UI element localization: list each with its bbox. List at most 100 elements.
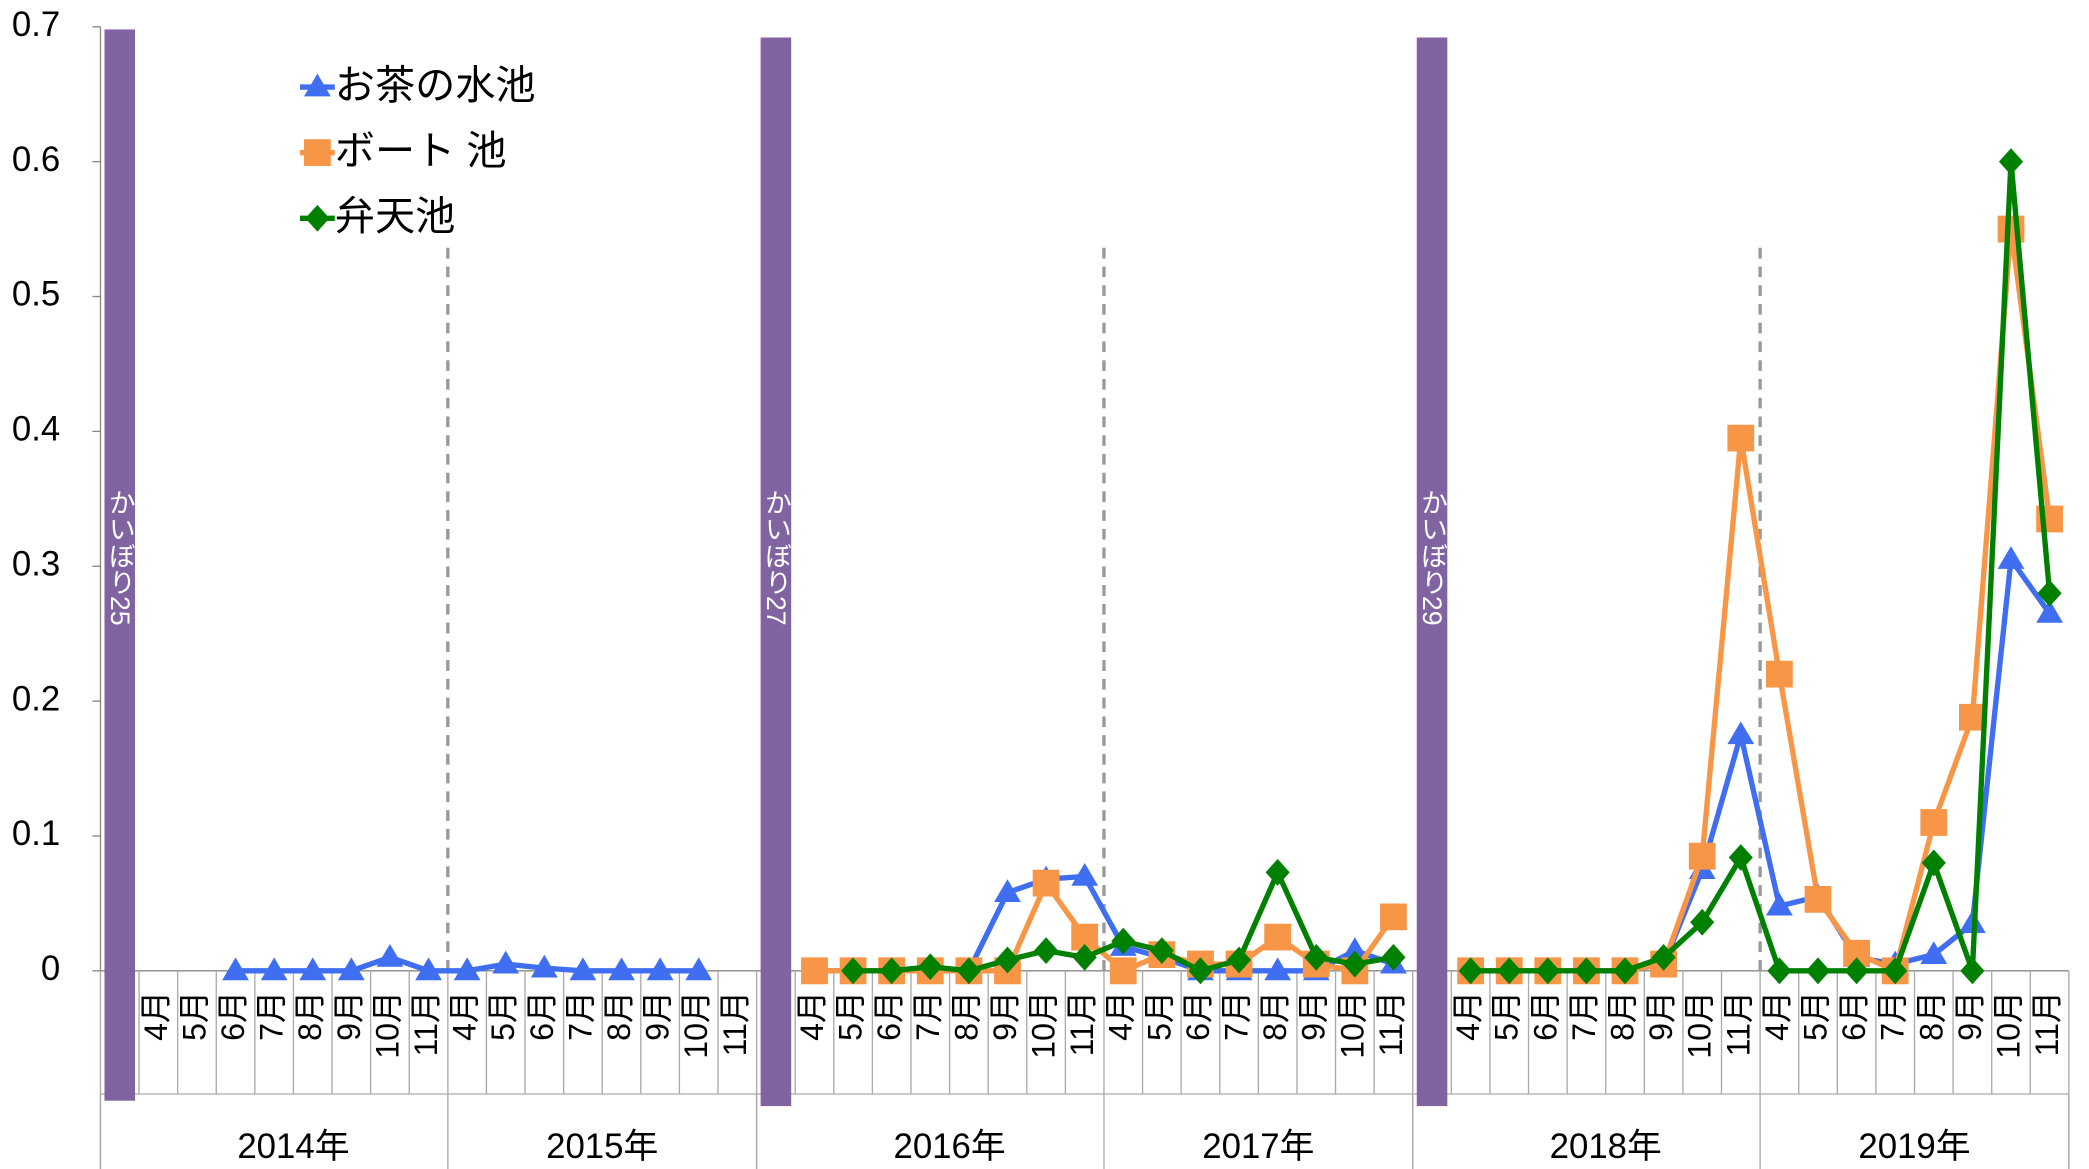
x-tick-label: 9月 (640, 991, 676, 1041)
x-tick-label: 10月 (1026, 991, 1062, 1059)
x-tick-label: 6月 (1180, 991, 1216, 1041)
x-tick-label: 11月 (1720, 991, 1756, 1056)
data-point (1883, 957, 1908, 985)
x-tick-label: 11月 (717, 991, 753, 1056)
data-point (879, 957, 904, 985)
y-tick-label: 0.5 (12, 275, 60, 314)
kaibori-label: かいぼり27 (761, 489, 791, 626)
x-tick-label: 5月 (833, 991, 869, 1041)
year-label: 2016年 (893, 1127, 1005, 1166)
data-point (1958, 703, 1986, 731)
year-label: 2014年 (237, 1127, 349, 1166)
data-point (1690, 908, 1715, 936)
data-point (415, 957, 442, 981)
data-point (1843, 939, 1870, 967)
data-point (1844, 957, 1869, 985)
x-tick-label: 9月 (1952, 991, 1988, 1041)
kaibori-label: かいぼり25 (105, 489, 135, 626)
data-point (1997, 546, 2025, 569)
data-point (1497, 957, 1522, 985)
x-tick-label: 8月 (292, 991, 328, 1041)
data-point (1264, 923, 1292, 951)
data-point (1920, 809, 1948, 836)
data-point (260, 957, 288, 981)
data-point (1111, 927, 1136, 955)
data-point (1728, 844, 1753, 871)
y-tick-label: 0.3 (12, 544, 60, 583)
data-point (646, 957, 674, 981)
year-label: 2015年 (546, 1127, 658, 1166)
data-point (1651, 943, 1676, 971)
data-point (1381, 943, 1406, 971)
x-tick-label: 6月 (524, 991, 560, 1041)
x-tick-label: 8月 (948, 991, 984, 1041)
data-point (1766, 892, 1793, 916)
data-point (1920, 941, 1948, 965)
data-point (1034, 937, 1059, 964)
data-point (1380, 903, 1407, 931)
data-point (1767, 957, 1792, 985)
data-point (376, 943, 404, 967)
x-tick-label: 4月 (1103, 991, 1139, 1041)
x-tick-label: 7月 (910, 991, 946, 1041)
data-point (994, 879, 1021, 902)
data-point (530, 954, 558, 978)
x-tick-label: 4月 (1759, 991, 1795, 1041)
x-tick-label: 10月 (678, 991, 714, 1059)
y-tick-label: 0.4 (12, 410, 60, 449)
kaibori-bar (760, 37, 792, 1107)
data-point (1766, 660, 1793, 688)
data-point (299, 957, 327, 981)
x-tick-label: 10月 (1682, 991, 1718, 1059)
x-tick-label: 5月 (1141, 991, 1177, 1041)
data-point (1535, 957, 1560, 985)
x-tick-label: 8月 (1257, 991, 1293, 1041)
data-point (2037, 579, 2062, 607)
legend-marker (303, 73, 331, 97)
data-point (1804, 885, 1832, 913)
data-point (222, 957, 249, 981)
x-tick-label: 7月 (1219, 991, 1255, 1041)
legend-marker (303, 139, 331, 167)
x-tick-label: 6月 (1836, 991, 1872, 1041)
x-tick-label: 8月 (601, 991, 637, 1041)
year-label: 2017年 (1202, 1127, 1314, 1166)
data-point (1264, 957, 1292, 981)
data-point (337, 957, 365, 981)
x-tick-label: 7月 (1875, 991, 1911, 1041)
legend-label: ボート 池 (335, 129, 507, 174)
legend-label: お茶の水池 (335, 63, 536, 108)
x-tick-label: 9月 (1296, 991, 1332, 1041)
x-tick-label: 8月 (1913, 991, 1949, 1041)
data-point (1458, 957, 1483, 985)
x-tick-label: 7月 (562, 991, 598, 1041)
x-tick-label: 7月 (1566, 991, 1602, 1041)
x-tick-label: 5月 (1797, 991, 1833, 1041)
year-label: 2019年 (1858, 1127, 1970, 1166)
x-tick-label: 11月 (1064, 991, 1100, 1056)
x-tick-label: 9月 (1643, 991, 1679, 1041)
x-tick-label: 4月 (1450, 991, 1486, 1041)
data-point (1342, 950, 1367, 978)
year-label: 2018年 (1550, 1127, 1662, 1166)
y-tick-label: 0.7 (12, 5, 60, 44)
data-point (569, 957, 597, 981)
legend-marker (305, 204, 330, 232)
data-point (1960, 957, 1985, 985)
data-point (1032, 869, 1060, 897)
y-tick-label: 0.6 (12, 140, 60, 179)
series-line (853, 158, 2053, 974)
data-point (1612, 957, 1638, 985)
x-tick-label: 7月 (254, 991, 290, 1041)
x-tick-label: 6月 (1527, 991, 1563, 1041)
x-tick-label: 11月 (2029, 991, 2065, 1056)
x-tick-label: 11月 (408, 991, 444, 1056)
x-tick-label: 4月 (447, 991, 483, 1041)
data-point (608, 957, 635, 981)
x-tick-label: 11月 (1373, 991, 1409, 1056)
data-point (1727, 721, 1755, 745)
x-tick-label: 5月 (176, 991, 212, 1041)
data-point (1109, 957, 1137, 985)
x-tick-label: 8月 (1605, 991, 1641, 1041)
data-point (2036, 600, 2063, 623)
